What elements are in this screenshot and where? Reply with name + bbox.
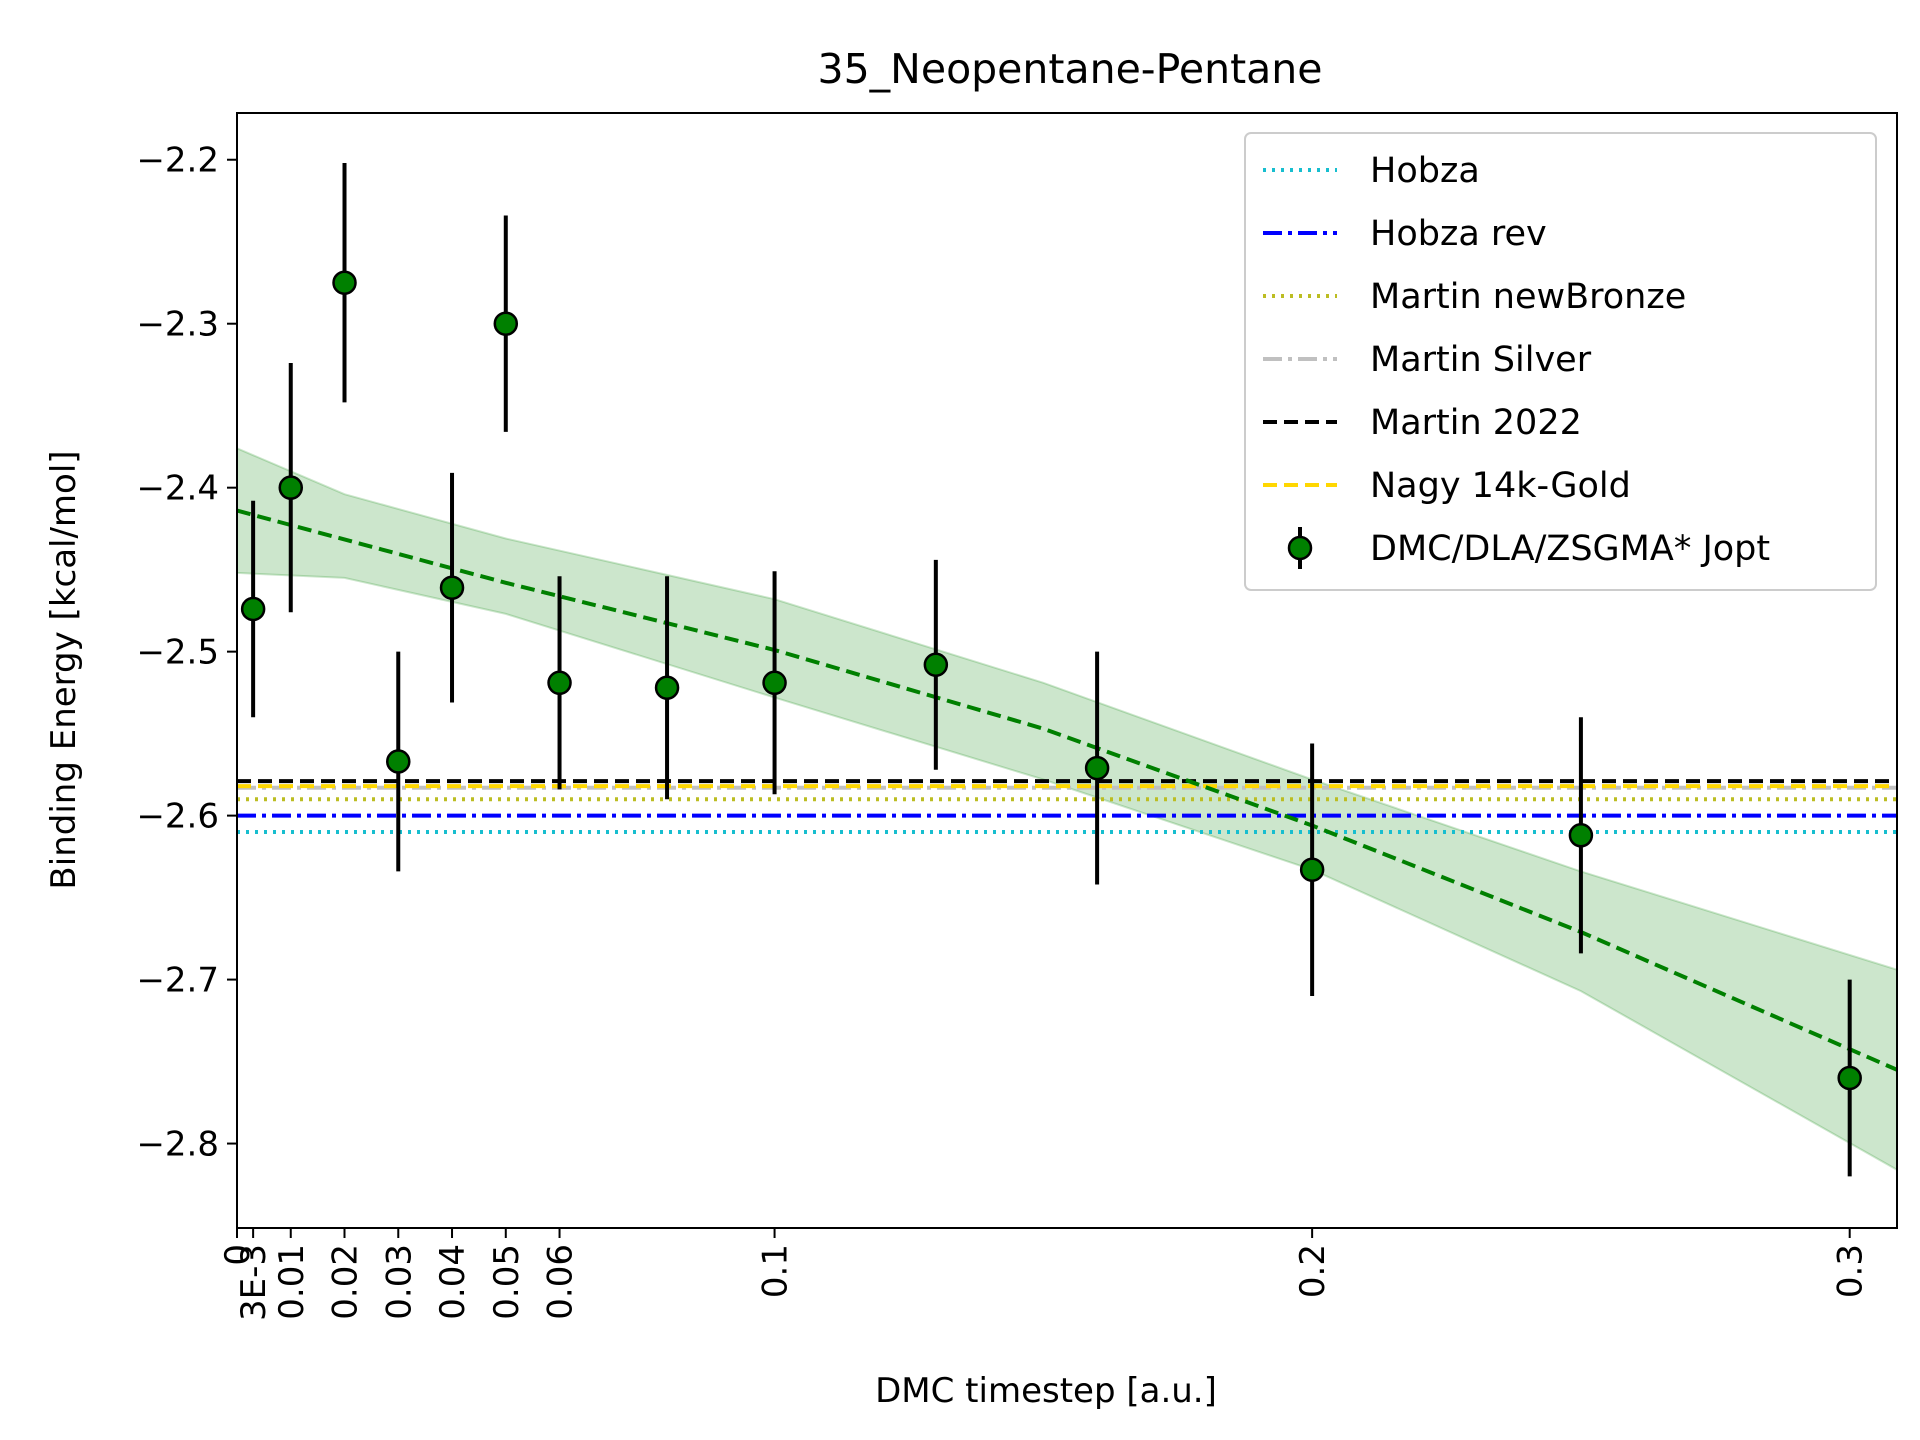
data-point-6 [547,670,572,696]
x-axis-ticks: 03E-30.01 0.02 0.03 0.04 0.05 0.06 0.1 0.2 0.3 [218,1228,1871,1321]
x-tick-label-0: 0 [218,1244,258,1266]
data-point-7 [654,675,680,700]
data-point-0 [240,596,266,622]
chart-title: 35_Neopentane-Pentane [818,45,1323,93]
x-tick-label-6: 0.05 [487,1244,527,1320]
data-point-8 [762,670,787,696]
data-point-9 [923,652,949,678]
x-tick-label-8: 0.1 [756,1244,796,1298]
legend-label-5: Nagy 14k-Gold [1370,466,1631,506]
y-tick-label-2: −2.4 [136,469,219,509]
x-tick-label-10: 0.3 [1831,1244,1871,1298]
data-point-1 [278,475,304,500]
legend-entry-3: Martin Silver [1263,340,1592,380]
legend-swatch-6 [1287,535,1313,561]
plot-area [236,112,1898,1229]
y-tick-label-0: −2.2 [136,141,219,181]
x-tick-label-4: 0.03 [379,1244,419,1320]
x-tick-label-1: 3E-3 [234,1244,274,1321]
legend-entry-6: DMC/DLA/ZSGMA* Jopt [1287,527,1770,569]
legend-entry-4: Martin 2022 [1263,403,1582,443]
data-point-2 [332,270,357,295]
y-tick-label-6: −2.8 [136,1125,219,1165]
y-tick-label-4: −2.6 [136,797,219,837]
data-point-13 [1837,1065,1862,1091]
y-tick-label-3: −2.5 [136,633,219,673]
x-tick-label-2: 0.01 [272,1244,312,1320]
data-point-12 [1568,823,1594,848]
data-point-5 [493,311,519,336]
x-tick-label-7: 0.06 [541,1244,581,1320]
legend-entry-2: Martin newBronze [1263,277,1686,317]
legend-label-3: Martin Silver [1370,340,1592,380]
x-tick-label-9: 0.2 [1293,1244,1333,1298]
legend-label-6: DMC/DLA/ZSGMA* Jopt [1370,529,1770,569]
legend-entry-0: Hobza [1263,151,1480,191]
legend: Hobza Hobza rev Martin newBronze Martin Sil… [1244,132,1877,591]
legend-label-2: Martin newBronze [1370,277,1686,317]
legend-entry-5: Nagy 14k-Gold [1263,466,1631,506]
legend-label-1: Hobza rev [1370,214,1547,254]
plot-frame [236,112,1898,1229]
x-tick-label-3: 0.02 [326,1244,366,1320]
data-point-10 [1084,755,1110,781]
x-tick-label-5: 0.04 [433,1244,473,1320]
y-axis-label: Binding Energy [kcal/mol] [44,450,84,889]
y-tick-label-1: −2.3 [136,305,219,345]
legend-label-0: Hobza [1370,151,1480,191]
legend-label-4: Martin 2022 [1370,403,1582,443]
y-tick-label-5: −2.7 [136,961,219,1001]
data-point-4 [439,575,465,600]
data-point-11 [1299,857,1325,882]
legend-entry-1: Hobza rev [1263,214,1547,254]
x-axis-label: DMC timestep [a.u.] [875,1371,1217,1411]
data-points-layer [240,163,1862,1177]
y-axis-ticks: −2.2 −2.3 −2.4 −2.5 −2.6 −2.7 −2.8 [136,141,237,1165]
legend-frame [1244,132,1877,591]
reference-lines-layer [237,779,1897,835]
data-point-3 [386,749,411,774]
